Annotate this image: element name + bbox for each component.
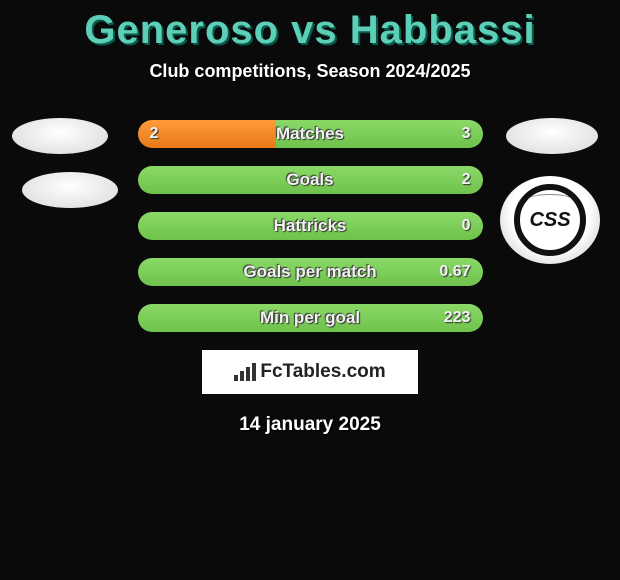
stat-row-hattricks: Hattricks 0: [138, 212, 483, 240]
bar-right: [138, 304, 483, 332]
date-label: 14 january 2025: [0, 414, 620, 436]
branding-box[interactable]: FcTables.com: [202, 350, 418, 394]
stat-row-min-per-goal: Min per goal 223: [138, 304, 483, 332]
stat-right-value: 0: [462, 217, 471, 235]
bar-right: [138, 258, 483, 286]
bar-right: [138, 166, 483, 194]
stat-row-matches: 2 Matches 3: [138, 120, 483, 148]
bar-chart-icon: [234, 363, 256, 381]
page-title: Generoso vs Habbassi: [0, 0, 620, 53]
subtitle: Club competitions, Season 2024/2025: [0, 61, 620, 82]
stat-right-value: 223: [444, 309, 471, 327]
stat-right-value: 0.67: [439, 263, 470, 281]
stat-left-value: 2: [150, 125, 159, 143]
bar-right: [276, 120, 483, 148]
branding-text: FcTables.com: [260, 361, 385, 383]
stats-area: 2 Matches 3 Goals 2 Hattricks 0 Goals pe…: [0, 120, 620, 332]
stat-right-value: 2: [462, 171, 471, 189]
stat-right-value: 3: [462, 125, 471, 143]
stat-row-goals: Goals 2: [138, 166, 483, 194]
bar-right: [138, 212, 483, 240]
stat-row-goals-per-match: Goals per match 0.67: [138, 258, 483, 286]
